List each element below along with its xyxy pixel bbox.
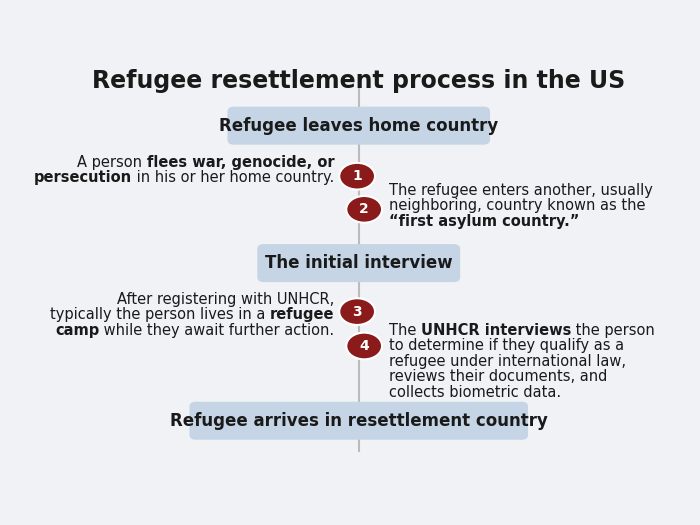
Text: After registering with UNHCR,: After registering with UNHCR,: [117, 292, 335, 307]
Text: collects biometric data.: collects biometric data.: [389, 384, 561, 400]
Circle shape: [340, 298, 375, 325]
Text: 1: 1: [352, 169, 362, 183]
Text: Refugee leaves home country: Refugee leaves home country: [219, 117, 498, 134]
Text: refugee: refugee: [270, 307, 335, 322]
Text: The initial interview: The initial interview: [265, 254, 453, 272]
Text: 4: 4: [359, 339, 369, 353]
Text: camp: camp: [55, 323, 99, 338]
Text: The: The: [389, 323, 421, 338]
Text: in his or her home country.: in his or her home country.: [132, 170, 335, 185]
Text: UNHCR interviews: UNHCR interviews: [421, 323, 571, 338]
Text: 3: 3: [352, 304, 362, 319]
Text: neighboring, country known as the: neighboring, country known as the: [389, 198, 645, 213]
Text: to determine if they qualify as a: to determine if they qualify as a: [389, 339, 624, 353]
FancyBboxPatch shape: [258, 244, 460, 282]
Text: The refugee enters another, usually: The refugee enters another, usually: [389, 183, 652, 198]
Text: while they await further action.: while they await further action.: [99, 323, 335, 338]
FancyBboxPatch shape: [228, 107, 490, 145]
Text: reviews their documents, and: reviews their documents, and: [389, 369, 607, 384]
Text: persecution: persecution: [34, 170, 132, 185]
Text: 2: 2: [359, 202, 369, 216]
Text: flees war, genocide, or: flees war, genocide, or: [147, 154, 335, 170]
Circle shape: [346, 196, 382, 223]
Circle shape: [340, 163, 375, 190]
Circle shape: [346, 333, 382, 359]
Text: refugee under international law,: refugee under international law,: [389, 354, 626, 369]
Text: Refugee resettlement process in the US: Refugee resettlement process in the US: [92, 69, 625, 93]
Text: typically the person lives in a: typically the person lives in a: [50, 307, 270, 322]
Text: Refugee arrives in resettlement country: Refugee arrives in resettlement country: [170, 412, 547, 430]
FancyBboxPatch shape: [190, 402, 528, 440]
Text: the person: the person: [571, 323, 654, 338]
Text: A person: A person: [77, 154, 147, 170]
Text: “first asylum country.”: “first asylum country.”: [389, 214, 579, 228]
